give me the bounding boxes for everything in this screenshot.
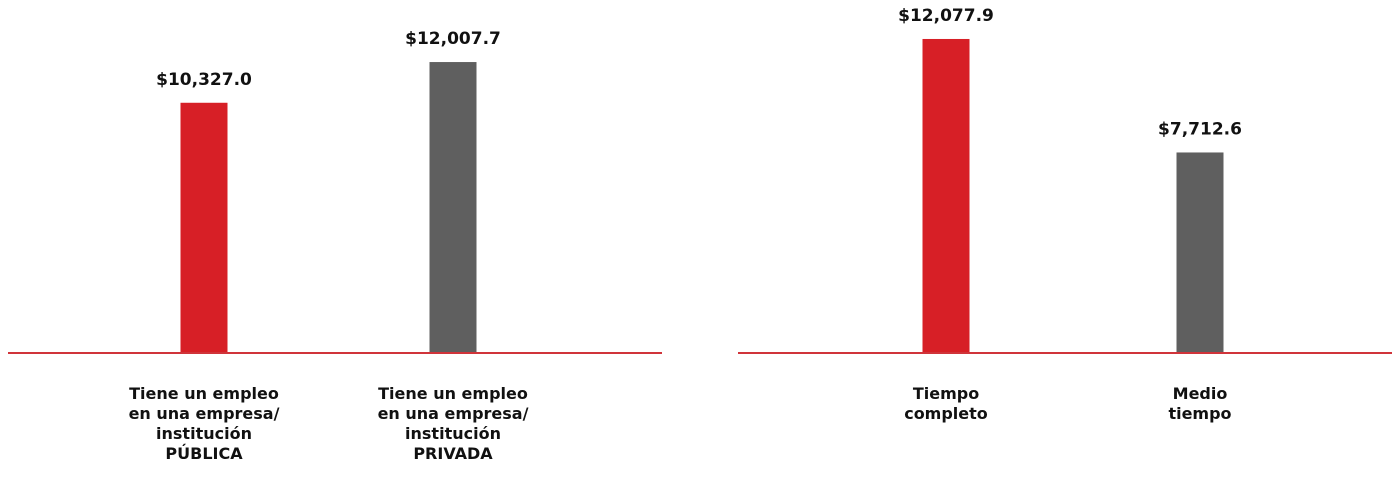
category-label: Tiempo completo	[904, 384, 988, 423]
category-label: Tiene un empleo en una empresa/ instituc…	[128, 384, 280, 463]
bar	[180, 102, 228, 353]
value-label: $10,327.0	[156, 70, 252, 90]
value-label: $12,007.7	[405, 29, 501, 49]
bar	[1176, 152, 1224, 353]
category-label: Tiene un empleo en una empresa/ instituc…	[377, 384, 529, 463]
value-label: $12,077.9	[898, 6, 994, 26]
bar	[429, 62, 477, 354]
category-label: Medio tiempo	[1168, 384, 1232, 423]
value-label: $7,712.6	[1158, 119, 1242, 139]
bar	[922, 38, 970, 353]
